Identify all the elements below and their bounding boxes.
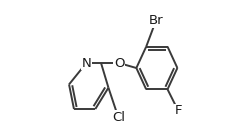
Text: Cl: Cl: [111, 111, 124, 124]
Text: O: O: [113, 57, 124, 70]
Text: F: F: [174, 104, 181, 117]
Text: Br: Br: [148, 14, 163, 27]
Text: N: N: [81, 57, 91, 70]
